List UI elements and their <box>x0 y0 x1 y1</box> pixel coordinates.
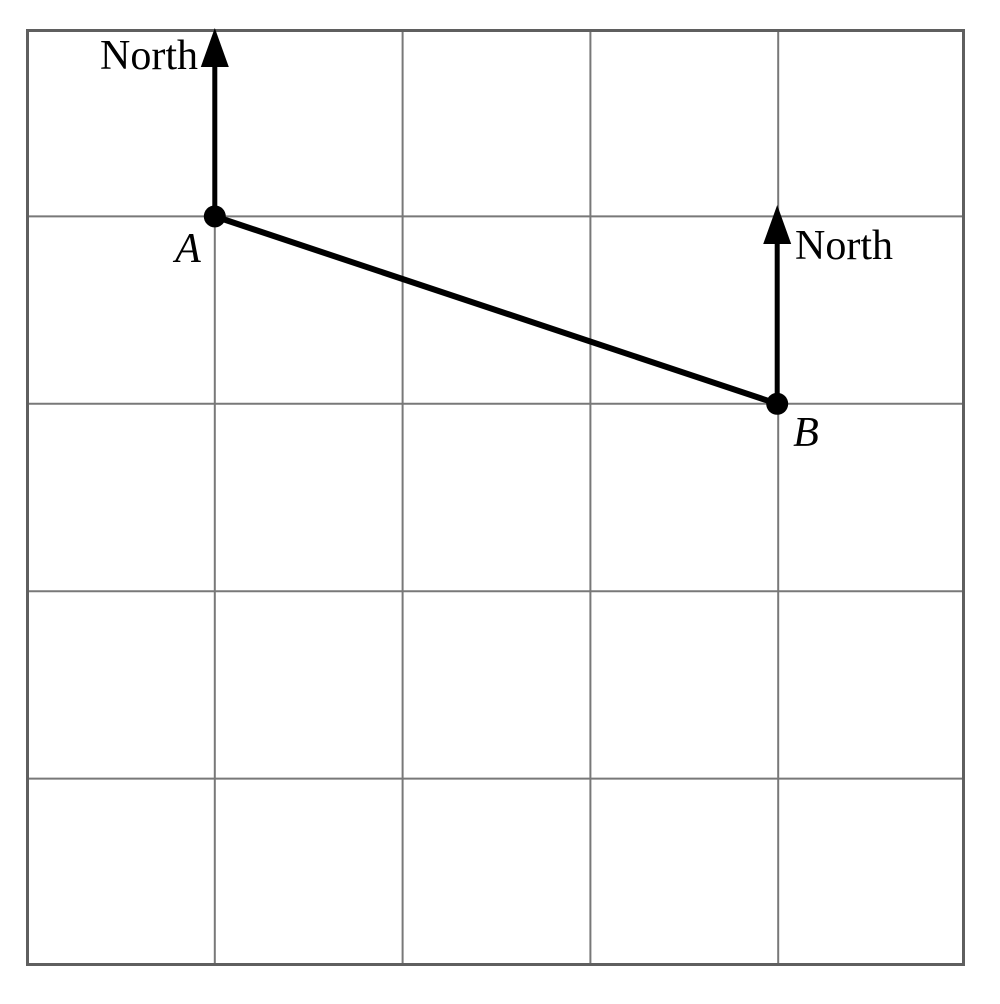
point-a-label: A <box>172 226 201 272</box>
point-b-label: B <box>793 410 819 456</box>
north-arrow-a-head <box>200 28 229 67</box>
north-arrow-a <box>200 28 229 217</box>
north-label-b: North <box>795 223 893 269</box>
segment-a-b <box>211 213 781 407</box>
north-arrow-b <box>763 205 792 404</box>
point-b-dot <box>766 392 789 415</box>
grid-lines <box>26 29 965 966</box>
grid-border <box>26 29 965 966</box>
north-arrow-b-head <box>763 205 792 244</box>
north-label-a: North <box>100 33 198 79</box>
point-a-dot <box>203 205 226 228</box>
